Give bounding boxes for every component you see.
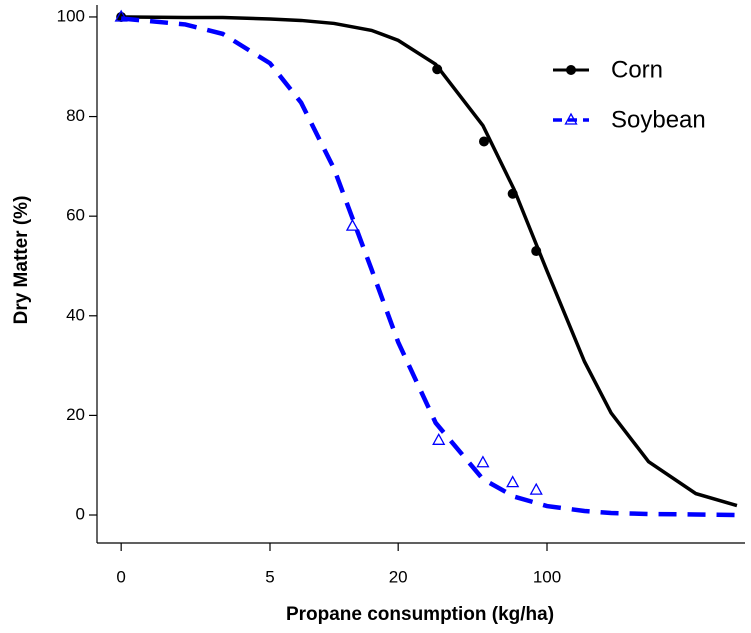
point — [476, 455, 490, 468]
point — [345, 218, 360, 231]
y-tick-label: 40 — [66, 305, 85, 324]
x-axis-title: Propane consumption (kg/ha) — [286, 604, 554, 625]
x-tick-label: 0 — [116, 567, 125, 586]
y-tick-label: 60 — [66, 206, 85, 225]
legend-label: Soybean — [611, 106, 706, 133]
legend-marker — [564, 112, 578, 125]
y-tick-label: 100 — [57, 6, 85, 25]
point — [506, 475, 520, 488]
point — [531, 246, 542, 257]
legend-label: Corn — [611, 56, 663, 83]
y-tick-label: 80 — [66, 106, 85, 125]
y-tick-label: 20 — [66, 405, 85, 424]
fit-curve — [120, 16, 737, 518]
point — [432, 432, 446, 445]
point — [529, 482, 543, 495]
x-tick-label: 100 — [533, 567, 561, 586]
y-tick-label: 0 — [76, 504, 85, 523]
x-tick-label: 5 — [265, 567, 274, 586]
fit-curve — [121, 15, 738, 508]
point — [479, 136, 490, 147]
point — [507, 188, 518, 199]
point — [432, 64, 443, 75]
point — [114, 9, 128, 22]
legend-marker — [566, 65, 576, 75]
y-axis-title: Dry Matter (%) — [11, 196, 32, 325]
x-tick-label: 20 — [389, 567, 408, 586]
